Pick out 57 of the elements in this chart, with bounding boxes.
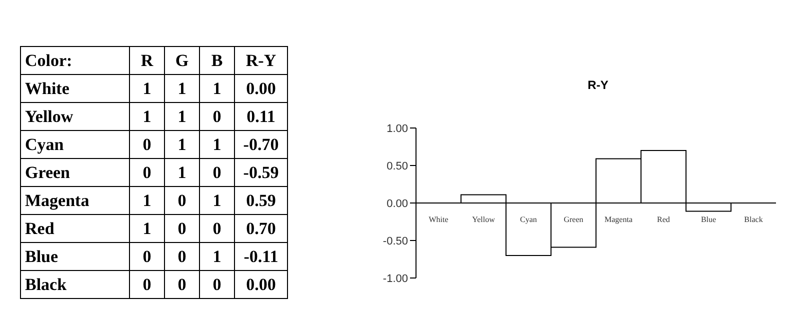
data-label: 1 <box>130 186 164 214</box>
x-tick-label: R-Y <box>234 46 288 74</box>
data-label: 0.11 <box>234 102 288 130</box>
x-tick-label: Magenta <box>604 215 633 224</box>
data-label: -0.11 <box>234 242 288 270</box>
data-label: 1 <box>164 158 200 186</box>
data-label: 0.59 <box>234 186 288 214</box>
data-label: 0 <box>200 270 234 298</box>
data-label: 1 <box>164 102 200 130</box>
x-tick-label: G <box>164 46 200 74</box>
x-tick-label: Blue <box>700 215 717 224</box>
data-label: 0 <box>200 214 234 242</box>
y-tick-label: White <box>20 74 130 102</box>
data-label: -0.70 <box>234 130 288 158</box>
data-label: 0 <box>164 242 200 270</box>
y-tick-label: Cyan <box>20 130 130 158</box>
data-label: 1 <box>130 102 164 130</box>
x-tick-label: Red <box>657 215 670 224</box>
data-label: 1 <box>200 74 234 102</box>
data-label: 0.00 <box>234 74 288 102</box>
x-tick-label: B <box>200 46 234 74</box>
data-label: -0.59 <box>234 158 288 186</box>
data-label: 0 <box>164 270 200 298</box>
data-label: 0 <box>130 158 164 186</box>
data-label: 1 <box>164 74 200 102</box>
chart-title: R-Y <box>586 78 610 92</box>
data-label: 0 <box>130 130 164 158</box>
x-tick-label: Green <box>564 215 584 224</box>
y-tick-label: Yellow <box>20 102 130 130</box>
data-label: 1 <box>130 214 164 242</box>
y-tick-label: 0.00 <box>386 198 408 210</box>
x-tick-label: White <box>428 215 449 224</box>
x-tick-label: Yellow <box>472 215 496 224</box>
data-label: 0 <box>164 186 200 214</box>
y-tick-label: -0.50 <box>382 235 408 248</box>
data-label: 0 <box>200 158 234 186</box>
data-label: 0 <box>164 214 200 242</box>
y-tick-label: 1.00 <box>386 122 408 135</box>
y-tick-label: -1.00 <box>382 272 408 285</box>
data-label: 0.00 <box>234 270 288 298</box>
data-label: 0 <box>200 102 234 130</box>
x-tick-label: Black <box>744 215 763 224</box>
data-label: 1 <box>200 186 234 214</box>
y-tick-label: Black <box>20 270 130 298</box>
x-tick-label: Cyan <box>520 215 537 224</box>
y-tick-label: 0.50 <box>386 160 408 172</box>
data-label: 0 <box>130 242 164 270</box>
y-tick-label: Green <box>20 158 130 186</box>
y-tick-label: Blue <box>20 242 130 270</box>
data-label: 0.70 <box>234 214 288 242</box>
data-label: 1 <box>164 130 200 158</box>
data-label: 1 <box>200 242 234 270</box>
data-label: 1 <box>130 74 164 102</box>
x-tick-label: R <box>130 46 164 74</box>
data-label: 1 <box>200 130 234 158</box>
y-axis-title: Color: <box>20 46 130 74</box>
data-label: 0 <box>130 270 164 298</box>
